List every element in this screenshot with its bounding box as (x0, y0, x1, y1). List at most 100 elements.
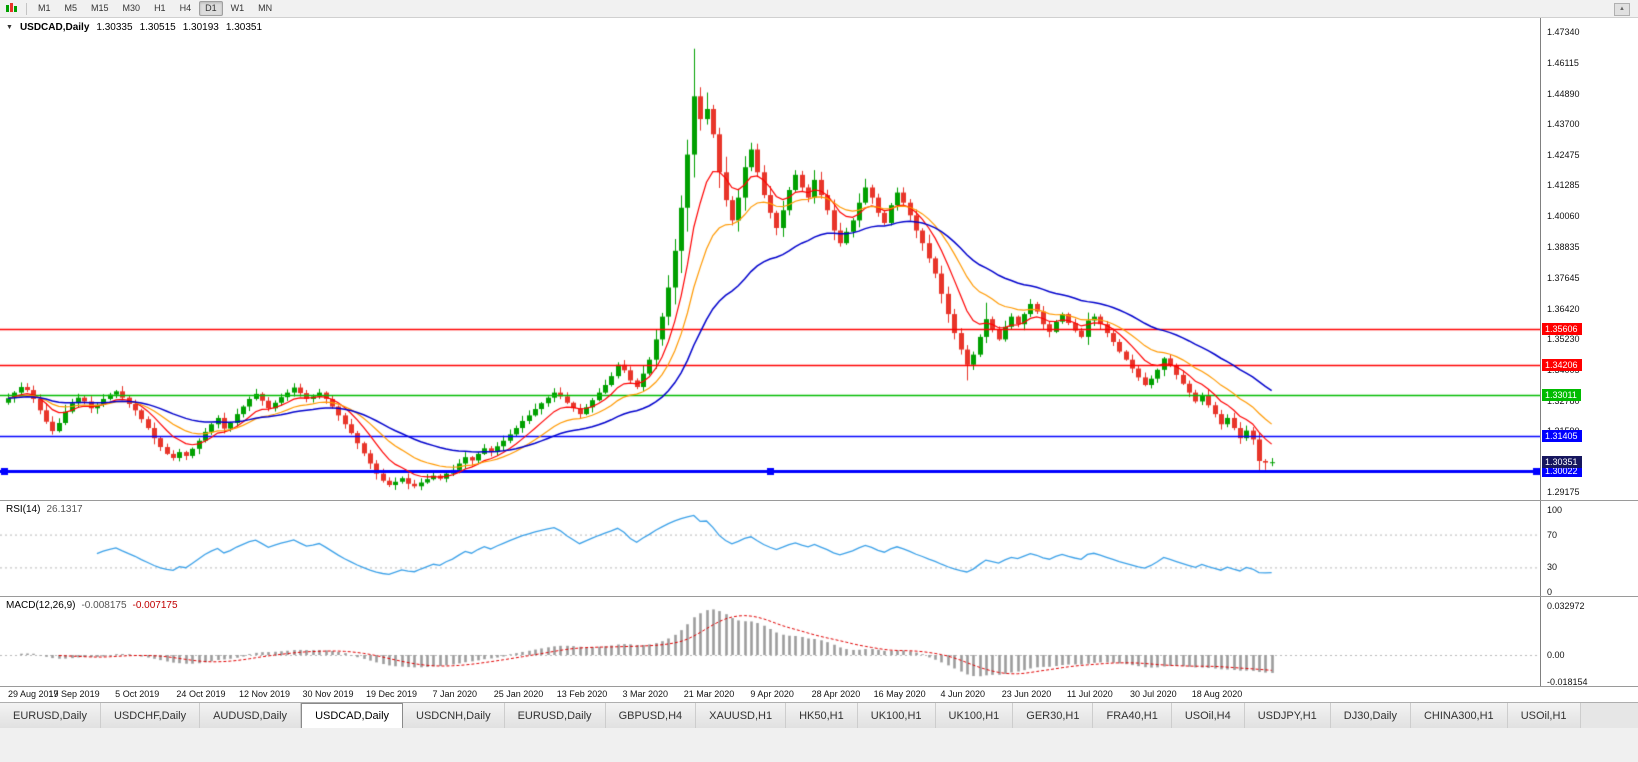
chart-tab-dj30-daily[interactable]: DJ30,Daily (1330, 703, 1411, 728)
date-label: 19 Dec 2019 (366, 689, 418, 699)
timeframe-buttons: M1 M5 M15 M30 H1 H4 D1 W1 MN (31, 1, 279, 16)
chart-tab-usdchf-daily[interactable]: USDCHF,Daily (100, 703, 201, 728)
date-label: 4 Jun 2020 (940, 689, 986, 699)
rsi-tick-label: 100 (1547, 505, 1563, 515)
date-label: 30 Nov 2019 (302, 689, 354, 699)
price-tick-label: 1.35230 (1547, 333, 1580, 344)
chart-tab-bar: EURUSD,Daily USDCHF,Daily AUDUSD,Daily USDC… (0, 702, 1638, 728)
chart-tab-fra40-h1[interactable]: FRA40,H1 (1093, 703, 1172, 728)
price-tick-label: 1.41285 (1547, 180, 1580, 191)
timeframe-button-m1[interactable]: M1 (38, 3, 51, 13)
pane-separator[interactable] (0, 596, 1638, 597)
chart-tab-usdcad-daily[interactable]: USDCAD,Daily (301, 703, 404, 728)
chart-tab-ger30-h1[interactable]: GER30,H1 (1013, 703, 1094, 728)
date-label: 11 Jul 2020 (1066, 689, 1113, 699)
date-label: 3 Mar 2020 (622, 689, 669, 699)
level-price-label: 1.31405 (1542, 429, 1582, 442)
timeframe-button-m5[interactable]: M5 (64, 3, 78, 13)
bottom-filler (0, 727, 1638, 762)
macd-indicator-label: MACD(12,26,9) -0.008175 -0.007175 (6, 600, 178, 611)
price-tick-label: 1.36420 (1547, 303, 1580, 314)
date-label: 24 Oct 2019 (176, 689, 226, 699)
price-tick-label: 1.40060 (1547, 211, 1580, 222)
date-label: 9 Apr 2020 (750, 689, 794, 699)
timeframe-button-m15[interactable]: M15 (91, 3, 109, 13)
macd-tick-label: 0.032972 (1547, 601, 1585, 611)
price-tick-label: 1.43700 (1547, 119, 1580, 130)
date-label: 16 May 2020 (873, 689, 926, 699)
timeframe-button-w1[interactable]: W1 (230, 3, 245, 13)
level-price-label: 1.33011 (1542, 388, 1581, 401)
chart-tab-gbpusd-h4[interactable]: GBPUSD,H4 (605, 703, 697, 728)
rsi-name: RSI(14) (6, 504, 41, 515)
date-label: 7 Jan 2020 (432, 689, 478, 699)
rsi-value: 26.1317 (46, 504, 83, 515)
chart-canvas[interactable] (0, 18, 1540, 686)
date-label: 23 Jun 2020 (1001, 689, 1052, 699)
rsi-tick-label: 0 (1547, 587, 1553, 597)
candlestick-chart-icon[interactable] (4, 2, 19, 15)
time-axis[interactable]: 29 Aug 2019 17 Sep 2019 5 Oct 2019 24 Oct 2… (0, 686, 1540, 702)
price-tick-label: 1.29175 (1547, 487, 1580, 497)
chart-tab-uk100-h1[interactable]: UK100,H1 (857, 703, 936, 728)
chart-tab-usdcnh-daily[interactable]: USDCNH,Daily (403, 703, 505, 728)
chart-tab-eurusd-daily[interactable]: EURUSD,Daily (504, 703, 606, 728)
chart-tab-hk50-h1[interactable]: HK50,H1 (786, 703, 858, 728)
date-label: 18 Aug 2020 (1191, 689, 1243, 699)
timeframe-toolbar: M1 M5 M15 M30 H1 H4 D1 W1 MN ▲ (0, 0, 1638, 18)
price-tick-label: 1.46115 (1547, 58, 1579, 69)
rsi-indicator-label: RSI(14) 26.1317 (6, 504, 83, 515)
price-tick-label: 1.47340 (1547, 27, 1580, 37)
chart-tab-audusd-daily[interactable]: AUDUSD,Daily (200, 703, 302, 728)
rsi-tick-label: 30 (1547, 562, 1558, 573)
timeframe-button-m30[interactable]: M30 (122, 3, 141, 13)
date-label: 17 Sep 2019 (48, 689, 100, 699)
timeframe-button-h1[interactable]: H1 (154, 3, 166, 13)
timeframe-button-mn[interactable]: MN (258, 3, 273, 13)
chart-title: ▼ USDCAD,Daily 1.30335 1.30515 1.30193 1… (6, 22, 262, 33)
chart-tab-usoil-h1[interactable]: USOil,H1 (1507, 703, 1581, 728)
macd-name: MACD(12,26,9) (6, 600, 76, 611)
macd-tick-label: -0.018154 (1547, 677, 1588, 687)
time-axis-separator (0, 686, 1638, 687)
ohlc-close: 1.30351 (225, 22, 263, 33)
date-label: 13 Feb 2020 (556, 689, 608, 699)
collapse-arrow-icon[interactable]: ▼ (6, 24, 13, 31)
date-label: 28 Apr 2020 (811, 689, 861, 699)
ohlc-low: 1.30193 (182, 22, 219, 33)
date-label: 12 Nov 2019 (239, 689, 291, 699)
macd-signal-value: -0.007175 (132, 600, 178, 611)
ohlc-open: 1.30335 (96, 22, 133, 33)
price-tick-label: 1.44890 (1547, 89, 1580, 100)
chart-tab-china300-h1[interactable]: CHINA300,H1 (1410, 703, 1508, 728)
level-price-label: 1.35606 (1542, 323, 1582, 336)
macd-main-value: -0.008175 (81, 600, 127, 611)
chart-tab-uk100-h1[interactable]: UK100,H1 (935, 703, 1014, 728)
date-label: 21 Mar 2020 (683, 689, 735, 699)
date-label: 5 Oct 2019 (115, 689, 160, 699)
current-price-label: 1.30351 (1542, 456, 1582, 469)
price-tick-label: 1.37645 (1547, 272, 1580, 283)
pane-separator[interactable] (0, 500, 1638, 501)
chart-tab-eurusd-daily[interactable]: EURUSD,Daily (0, 703, 101, 728)
chart-tab-usdjpy-h1[interactable]: USDJPY,H1 (1244, 703, 1331, 728)
timeframe-button-d1[interactable]: D1 (199, 1, 223, 16)
price-tick-label: 1.38835 (1547, 242, 1580, 253)
macd-tick-label: 0.00 (1547, 650, 1565, 660)
chart-tab-xauusd-h1[interactable]: XAUUSD,H1 (696, 703, 787, 728)
timeframe-button-h4[interactable]: H4 (179, 3, 192, 13)
level-price-label: 1.34206 (1542, 358, 1582, 371)
toolbar-separator (26, 2, 27, 15)
rsi-tick-label: 70 (1547, 529, 1558, 540)
price-tick-label: 1.42475 (1547, 150, 1580, 161)
chart-symbol-label: USDCAD,Daily (19, 22, 90, 33)
date-label: 29 Aug 2019 (8, 689, 59, 699)
scrollbar-up-button[interactable]: ▲ (1614, 3, 1630, 16)
chart-tab-usoil-h4[interactable]: USOil,H4 (1171, 703, 1245, 728)
date-label: 25 Jan 2020 (493, 689, 544, 699)
date-label: 30 Jul 2020 (1130, 689, 1177, 699)
price-axis[interactable]: 1.47340 1.46115 1.44890 1.43700 1.42475 1.412… (1540, 18, 1638, 687)
chart-window: ▼ USDCAD,Daily 1.30335 1.30515 1.30193 1… (0, 18, 1638, 702)
ohlc-high: 1.30515 (139, 22, 176, 33)
